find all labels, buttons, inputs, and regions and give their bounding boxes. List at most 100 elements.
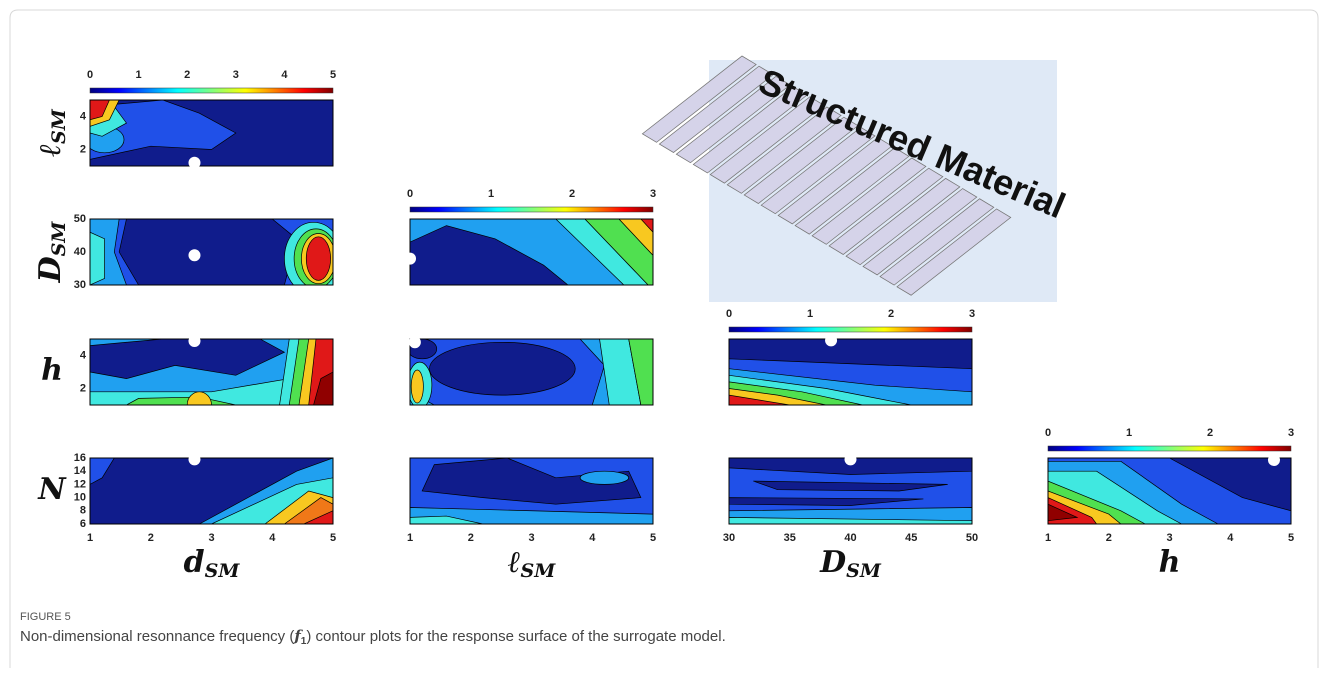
x-tick-label: 3 bbox=[1166, 532, 1172, 544]
contour-region bbox=[90, 232, 105, 285]
sample-point bbox=[188, 335, 200, 347]
contour-plot bbox=[408, 339, 653, 408]
contour-plot bbox=[90, 458, 333, 524]
x-tick-label: 50 bbox=[966, 532, 978, 544]
y-tick-label: 6 bbox=[80, 518, 86, 530]
x-tick-label: 45 bbox=[905, 532, 917, 544]
contour-plot bbox=[729, 339, 972, 405]
sample-point bbox=[845, 453, 857, 465]
contour-plot bbox=[85, 100, 333, 166]
y-tick-label: 4 bbox=[80, 349, 87, 361]
colorbar-tick-label: 2 bbox=[1207, 427, 1213, 439]
contour-plot bbox=[90, 219, 343, 295]
y-tick-label: 14 bbox=[74, 465, 87, 477]
colorbar-tick-label: 2 bbox=[569, 188, 575, 200]
colorbar-tick-label: 0 bbox=[726, 308, 732, 320]
sample-point bbox=[409, 336, 421, 348]
colorbar-tick-label: 0 bbox=[407, 188, 413, 200]
sample-point bbox=[404, 253, 416, 265]
y-axis-label-subscript: SM bbox=[48, 108, 70, 144]
inset-image: Structured Material bbox=[642, 56, 1071, 302]
colorbar-tick-label: 0 bbox=[1045, 427, 1051, 439]
colorbar-tick-label: 3 bbox=[650, 188, 656, 200]
y-tick-label: 2 bbox=[80, 382, 86, 394]
colorbar-tick-label: 0 bbox=[87, 69, 93, 81]
colorbar bbox=[410, 207, 653, 212]
y-tick-label: 10 bbox=[74, 492, 86, 504]
y-axis-label-symbol: ℓ bbox=[33, 144, 68, 157]
contour-region bbox=[306, 237, 330, 281]
caption: Non-dimensional resonnance frequency (f1… bbox=[20, 627, 726, 647]
colorbar-tick-label: 3 bbox=[233, 69, 239, 81]
colorbar bbox=[1048, 446, 1291, 451]
y-tick-label: 4 bbox=[80, 110, 87, 122]
colorbar-tick-label: 1 bbox=[136, 69, 142, 81]
x-axis-label-symbol: D bbox=[819, 545, 846, 580]
x-axis-label: h bbox=[1159, 545, 1181, 580]
sample-point bbox=[1268, 454, 1280, 466]
sample-point bbox=[825, 334, 837, 346]
y-axis-label: DSM bbox=[33, 221, 70, 284]
x-axis-label-symbol: h bbox=[1159, 545, 1181, 580]
x-axis-label: dSM bbox=[184, 545, 241, 582]
x-axis-label: DSM bbox=[819, 545, 882, 582]
y-axis-label: ℓSM bbox=[33, 108, 70, 157]
y-tick-label: 16 bbox=[74, 452, 86, 464]
x-tick-label: 30 bbox=[723, 532, 735, 544]
figure-label: FIGURE 5 bbox=[20, 611, 71, 623]
contour-region bbox=[411, 370, 423, 403]
contour-plot bbox=[410, 219, 653, 285]
y-tick-label: 30 bbox=[74, 279, 86, 291]
x-tick-label: 2 bbox=[1106, 532, 1112, 544]
sample-point bbox=[188, 249, 200, 261]
x-tick-label: 4 bbox=[589, 532, 596, 544]
caption-text: ) contour plots for the response surface… bbox=[306, 628, 725, 645]
y-tick-label: 2 bbox=[80, 143, 86, 155]
colorbar-tick-label: 5 bbox=[330, 69, 336, 81]
y-axis-label: N bbox=[37, 472, 67, 507]
contour-region bbox=[119, 219, 296, 285]
colorbar-tick-label: 4 bbox=[281, 69, 288, 81]
y-axis-label: h bbox=[41, 353, 63, 388]
y-tick-label: 50 bbox=[74, 213, 86, 225]
y-axis-label-symbol: h bbox=[41, 353, 63, 388]
y-axis-label-subscript: SM bbox=[48, 221, 70, 257]
x-axis-label-symbol: d bbox=[184, 545, 205, 580]
y-axis-label-symbol: D bbox=[33, 256, 68, 283]
colorbar bbox=[729, 327, 972, 332]
colorbar-tick-label: 1 bbox=[488, 188, 494, 200]
x-tick-label: 2 bbox=[148, 532, 154, 544]
y-tick-label: 40 bbox=[74, 246, 86, 258]
contour-plot bbox=[410, 458, 653, 524]
sample-point bbox=[188, 157, 200, 169]
contour-plot bbox=[1048, 458, 1291, 524]
colorbar-tick-label: 1 bbox=[1126, 427, 1132, 439]
contour-region bbox=[580, 471, 629, 484]
x-axis-label-subscript: SM bbox=[205, 560, 241, 582]
x-axis-label-subscript: SM bbox=[521, 560, 557, 582]
x-tick-label: 1 bbox=[407, 532, 413, 544]
colorbar-tick-label: 2 bbox=[184, 69, 190, 81]
x-tick-label: 40 bbox=[844, 532, 856, 544]
x-tick-label: 5 bbox=[650, 532, 656, 544]
contour-region bbox=[429, 342, 575, 395]
figure: Structured Material FIGURE 5 Non-dimensi… bbox=[0, 0, 1328, 668]
x-tick-label: 1 bbox=[87, 532, 93, 544]
colorbar bbox=[90, 88, 333, 93]
sample-point bbox=[188, 453, 200, 465]
y-tick-label: 12 bbox=[74, 478, 86, 490]
caption-text: Non-dimensional resonnance frequency ( bbox=[20, 628, 294, 645]
colorbar-tick-label: 3 bbox=[969, 308, 975, 320]
x-axis-label-symbol: ℓ bbox=[508, 545, 521, 580]
x-tick-label: 4 bbox=[1227, 532, 1234, 544]
x-tick-label: 3 bbox=[528, 532, 534, 544]
x-tick-label: 2 bbox=[468, 532, 474, 544]
y-tick-label: 8 bbox=[80, 505, 86, 517]
x-tick-label: 5 bbox=[1288, 532, 1294, 544]
colorbar-tick-label: 1 bbox=[807, 308, 813, 320]
contour-plot bbox=[729, 458, 972, 524]
x-tick-label: 1 bbox=[1045, 532, 1051, 544]
x-tick-label: 3 bbox=[208, 532, 214, 544]
x-axis-label-subscript: SM bbox=[846, 560, 882, 582]
contour-plot bbox=[90, 339, 333, 418]
